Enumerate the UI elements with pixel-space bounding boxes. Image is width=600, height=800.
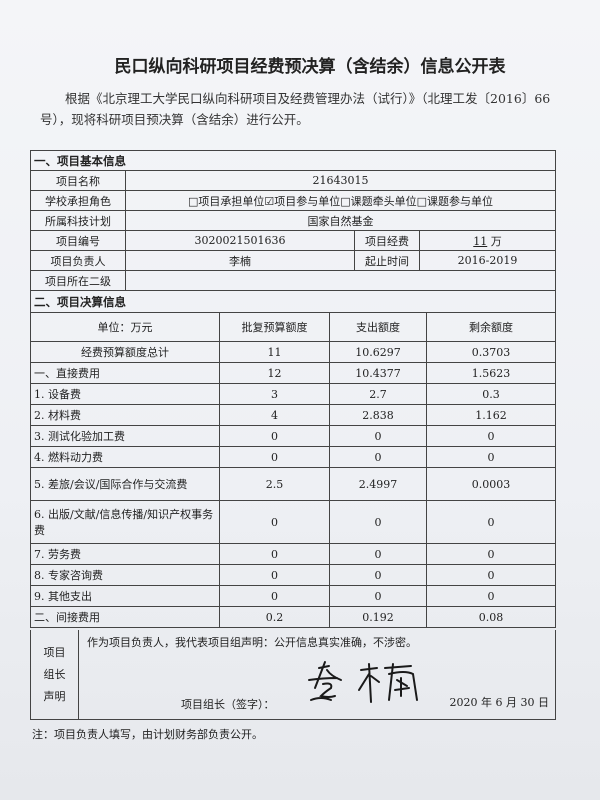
name-label: 项目名称 [30,170,126,191]
table-row: 6. 出版/文献/信息传播/知识产权事务费 0 0 0 [30,500,556,544]
intro-paragraph: 根据《北京理工大学民口纵向科研项目及经费管理办法（试行）》（北理工发〔2016〕… [40,91,551,127]
dept-label: 项目所在二级 [30,270,126,291]
signature [308,661,418,703]
role-label: 学校承担角色 [30,190,126,211]
cell-value: 0 [426,585,556,607]
cell-value: 0 [329,446,427,468]
row-label: 1. 设备费 [30,383,220,405]
cell-value: 0.192 [329,606,427,628]
cell-value: 0 [426,446,556,468]
cell-value: 0 [219,564,330,586]
cell-value: 0 [329,543,427,565]
row-label: 经费预算额度总计 [30,341,220,363]
cell-value: 1.5623 [426,362,556,384]
cell-value: 0 [329,585,427,607]
declaration-label: 项目组长声明 [31,630,79,719]
table-row: 1. 设备费 3 2.7 0.3 [30,383,556,405]
section-basic-info: 一、项目基本信息 [30,150,556,171]
cell-value: 0 [219,500,330,544]
cell-value: 2.838 [329,404,427,426]
project-name: 21643015 [125,170,556,191]
row-label: 8. 专家咨询费 [30,564,220,586]
row-label: 6. 出版/文献/信息传播/知识产权事务费 [30,500,220,544]
cell-value: 2.4997 [329,467,427,501]
cell-value: 0 [426,425,556,447]
cell-value: 0 [426,564,556,586]
cell-value: 0.0003 [426,467,556,501]
column-header: 剩余额度 [426,312,556,342]
table-row: 二、间接费用 0.2 0.192 0.08 [30,606,556,628]
cell-value: 12 [219,362,330,384]
table-row: 8. 专家咨询费 0 0 0 [30,564,556,586]
cell-value: 3 [219,383,330,405]
leader-label: 项目负责人 [30,250,126,271]
cell-value: 2.5 [219,467,330,501]
fund-value: 11 [473,234,488,248]
table-row: 5. 差旅/会议/国际合作与交流费 2.5 2.4997 0.0003 [30,467,556,501]
science-plan: 国家自然基金 [125,210,556,231]
cell-value: 0 [219,446,330,468]
project-code: 3020021501636 [125,230,355,251]
table-row: 7. 劳务费 0 0 0 [30,543,556,565]
table-row: 4. 燃料动力费 0 0 0 [30,446,556,468]
code-label: 项目编号 [30,230,126,251]
declaration-box: 项目组长声明 作为项目负责人，我代表项目组声明：公开信息真实准确，不涉密。 项目… [30,630,556,720]
column-header: 单位：万元 [30,312,220,342]
cell-value: 0 [426,500,556,544]
row-label: 一、直接费用 [30,362,220,384]
cell-value: 11 [219,341,330,363]
cell-value: 0 [219,543,330,565]
row-label: 3. 测试化验加工费 [30,425,220,447]
cell-value: 10.4377 [329,362,427,384]
fund-label: 项目经费 [354,230,420,251]
row-label: 2. 材料费 [30,404,220,426]
cell-value: 0 [329,500,427,544]
project-period: 2016-2019 [419,250,556,271]
project-leader: 李楠 [125,250,355,271]
cell-value: 0.3703 [426,341,556,363]
period-label: 起止时间 [354,250,420,271]
table-row: 9. 其他支出 0 0 0 [30,585,556,607]
declaration-text: 作为项目负责人，我代表项目组声明：公开信息真实准确，不涉密。 [87,636,417,649]
declaration-date: 2020 年 6 月 30 日 [449,696,549,709]
row-label: 7. 劳务费 [30,543,220,565]
basic-info-table: 一、项目基本信息 项目名称 21643015 学校承担角色 □项目承担单位☑项目参与… [30,150,556,291]
cell-value: 0 [426,543,556,565]
cell-value: 0 [219,585,330,607]
cell-value: 0.3 [426,383,556,405]
cell-value: 0.08 [426,606,556,628]
cell-value: 0 [329,564,427,586]
row-label: 二、间接费用 [30,606,220,628]
page-title: 民口纵向科研项目经费预决算（含结余）信息公开表 [114,57,506,77]
table-row: 经费预算额度总计 11 10.6297 0.3703 [30,341,556,363]
row-label: 9. 其他支出 [30,585,220,607]
cell-value: 0.2 [219,606,330,628]
project-dept [125,270,556,291]
sign-label: 项目组长（签字）： [181,698,275,711]
column-header: 批复预算额度 [219,312,330,342]
table-row: 3. 测试化验加工费 0 0 0 [30,425,556,447]
footnote: 注：项目负责人填写，由计划财务部负责公开。 [32,728,263,741]
row-label: 5. 差旅/会议/国际合作与交流费 [30,467,220,501]
project-fund: 11 万 [419,230,556,251]
cell-value: 0 [219,425,330,447]
cell-value: 4 [219,404,330,426]
table-row: 一、直接费用 12 10.4377 1.5623 [30,362,556,384]
budget-table: 二、项目决算信息 单位：万元 批复预算额度 支出额度 剩余额度 经费预算额度总计 11 1… [30,290,556,628]
plan-label: 所属科技计划 [30,210,126,231]
fund-unit: 万 [490,234,502,248]
cell-value: 0 [329,425,427,447]
school-role: □项目承担单位☑项目参与单位□课题牵头单位□课题参与单位 [125,190,556,211]
cell-value: 1.162 [426,404,556,426]
table-row: 2. 材料费 4 2.838 1.162 [30,404,556,426]
cell-value: 10.6297 [329,341,427,363]
section-budget-info: 二、项目决算信息 [30,290,556,313]
row-label: 4. 燃料动力费 [30,446,220,468]
cell-value: 2.7 [329,383,427,405]
column-header: 支出额度 [329,312,427,342]
